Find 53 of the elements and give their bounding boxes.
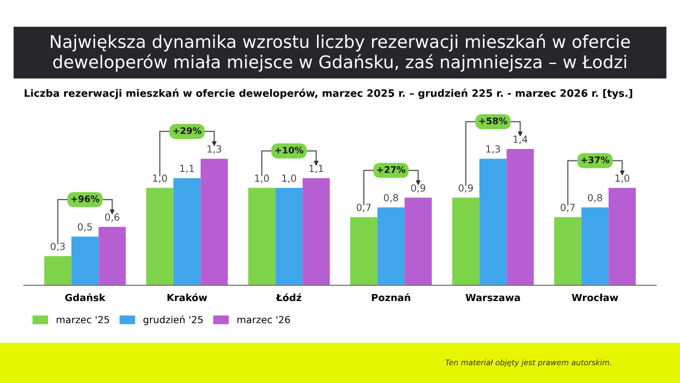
bar (608, 188, 636, 286)
chart-subtitle: Liczba rezerwacji mieszkań w ofercie deweloperów, marzec 2025 r. – grudzień 225 r. - marzec 2026 r. [tys.] (24, 88, 632, 99)
bar (248, 188, 276, 286)
text: +29% (173, 127, 202, 134)
data-label: 1,0 (255, 174, 269, 183)
x-tick-label: Poznań (372, 293, 410, 302)
x-tick-label: Wrocław (572, 294, 618, 302)
data-label: 1,4 (514, 136, 528, 144)
x-tick-label: Warszawa (466, 294, 520, 302)
bar (554, 217, 582, 286)
bar (71, 236, 99, 286)
text: +58% (479, 117, 508, 124)
data-label: 1,0 (282, 174, 296, 183)
annotation: +96% (71, 195, 100, 202)
data-label: 0,7 (560, 204, 575, 212)
data-label: 0,3 (50, 242, 65, 252)
data-label: 1,0 (153, 174, 167, 183)
bar (173, 178, 201, 286)
bar (452, 198, 480, 286)
x-tick-label: Gdańsk (65, 293, 106, 302)
bar (200, 158, 228, 286)
bar (581, 207, 609, 286)
legend-label: marzec '26 (237, 316, 290, 324)
data-label: 0,9 (458, 184, 473, 193)
data-label: 1,3 (486, 145, 500, 154)
bar (506, 148, 534, 286)
bar (146, 188, 174, 286)
data-label: 0,9 (411, 184, 426, 193)
data-label: 1,1 (180, 164, 194, 174)
bar (44, 256, 72, 286)
bar (302, 178, 330, 286)
bar (350, 217, 378, 286)
data-label: 0,5 (78, 223, 92, 232)
legend-label: marzec '25 (56, 316, 110, 324)
x-tick-label: Łódź (276, 293, 302, 302)
annotation: +10% (275, 146, 304, 154)
data-label: 1,1 (310, 164, 324, 174)
bar (98, 226, 126, 286)
bar (275, 188, 303, 286)
data-label: 1,0 (616, 174, 630, 183)
bar (377, 207, 405, 286)
data-label: 0,8 (588, 194, 602, 202)
data-label: 0,8 (384, 194, 398, 202)
x-tick-label: Kraków (168, 293, 208, 302)
annotation: +37% (581, 156, 610, 164)
data-label: 0,6 (105, 213, 120, 222)
legend-label: grudzień '25 (143, 315, 203, 326)
bar (404, 198, 432, 286)
data-label: 1,3 (208, 145, 222, 154)
data-label: 0,7 (356, 204, 371, 212)
bar (479, 158, 507, 286)
annotation: +27% (377, 166, 406, 174)
chart-title: Największa dynamika wzrostu liczby rezerwacji mieszkań w ofercie deweloperów miała miejsce w Gdańsku, zaś najmniejsza – w Łodzi (50, 34, 630, 72)
